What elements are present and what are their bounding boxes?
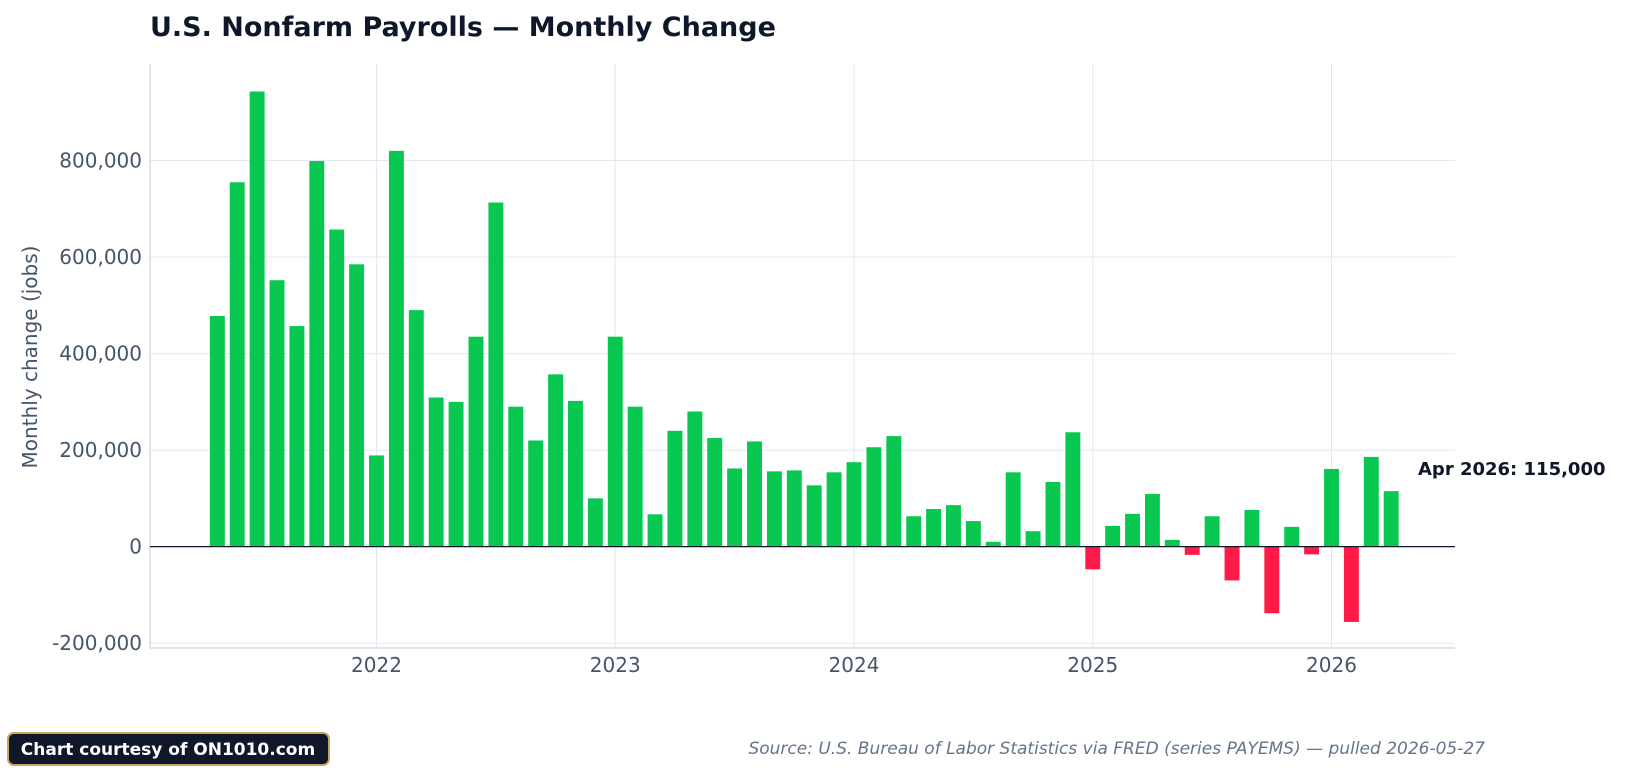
bar-dec-2024 [1065,432,1081,547]
courtesy-badge-background [7,732,330,766]
bar-may-2022 [448,401,464,547]
bars-layer [209,91,1399,622]
bar-sep-2022 [528,440,544,547]
bar-feb-2026 [1343,546,1359,622]
bar-jul-2025 [1204,516,1220,547]
chart-title: U.S. Nonfarm Payrolls — Monthly Change [150,12,776,43]
y-tick-label: 600,000 [59,245,142,269]
bar-jun-2024 [946,505,961,547]
bar-aug-2025 [1224,546,1240,581]
label-layer: -200,000 0 200,000 400,000 600,000 800,000 202… [52,149,1357,677]
x-tick-label: 2026 [1306,653,1357,677]
bar-nov-2025 [1284,526,1300,547]
bar-nov-2021 [329,229,345,547]
bar-oct-2022 [548,374,564,547]
x-tick-label: 2022 [351,653,402,677]
bar-feb-2025 [1105,525,1121,547]
y-tick-label: 0 [129,535,142,559]
bar-sep-2024 [1005,472,1021,547]
courtesy-badge-label: Chart courtesy of ON1010.com [21,740,315,760]
bar-oct-2025 [1264,546,1280,614]
bar-jun-2022 [468,336,484,547]
bar-feb-2023 [627,406,643,547]
bar-nov-2024 [1045,481,1061,547]
bar-dec-2025 [1304,546,1320,555]
bar-aug-2021 [269,280,285,547]
bar-may-2021 [209,315,225,547]
bar-oct-2024 [1025,531,1041,547]
y-tick-label: 800,000 [59,149,142,173]
bar-feb-2024 [866,447,882,547]
bar-may-2023 [687,411,703,547]
bar-mar-2022 [408,310,424,547]
bar-may-2024 [926,508,942,547]
bar-dec-2022 [587,498,603,547]
bar-apr-2025 [1144,494,1160,547]
y-tick-label: -200,000 [52,631,142,655]
bar-dec-2021 [349,264,365,547]
bar-oct-2023 [786,470,802,547]
bar-mar-2024 [886,436,902,547]
bar-mar-2026 [1363,456,1379,547]
bar-dec-2023 [826,472,842,547]
bar-jul-2023 [727,468,743,547]
bar-aug-2024 [985,541,1001,547]
bar-sep-2021 [289,326,305,547]
source-note: Source: U.S. Bureau of Labor Statistics … [748,739,1485,759]
bar-jan-2026 [1324,468,1339,547]
bar-jul-2024 [965,521,981,547]
bar-oct-2021 [309,161,325,547]
bar-jan-2022 [369,455,384,547]
bar-jan-2024 [846,462,862,547]
x-tick-label: 2025 [1067,653,1118,677]
bar-aug-2022 [508,406,524,547]
bar-jan-2025 [1085,546,1101,570]
x-tick-label: 2024 [829,653,880,677]
bar-nov-2023 [806,485,822,547]
bar-mar-2025 [1125,513,1141,547]
bar-apr-2026 [1383,491,1399,547]
bar-jun-2021 [229,182,245,547]
latest-value-annotation: Apr 2026: 115,000 [1418,459,1606,480]
y-axis-label: Monthly change (jobs) [18,246,42,469]
grid-layer [150,64,1455,648]
y-tick-label: 400,000 [59,342,142,366]
bar-jun-2023 [707,438,723,547]
courtesy-badge[interactable]: Chart courtesy of ON1010.com [7,732,330,766]
bar-aug-2023 [747,441,762,547]
bar-mar-2023 [647,514,663,547]
bar-nov-2022 [567,400,583,547]
x-tick-label: 2023 [590,653,641,677]
bar-jan-2023 [607,336,623,547]
y-tick-label: 200,000 [59,438,142,462]
bar-jun-2025 [1184,546,1200,555]
bar-jul-2021 [249,91,265,547]
bar-may-2025 [1164,539,1180,547]
bar-sep-2023 [766,471,782,547]
bar-apr-2023 [667,430,683,547]
bar-jul-2022 [488,202,504,547]
bar-apr-2024 [906,516,922,547]
bar-sep-2025 [1244,509,1260,547]
axis-layer [149,64,1455,649]
bar-apr-2022 [428,397,444,547]
bar-feb-2022 [388,150,404,547]
